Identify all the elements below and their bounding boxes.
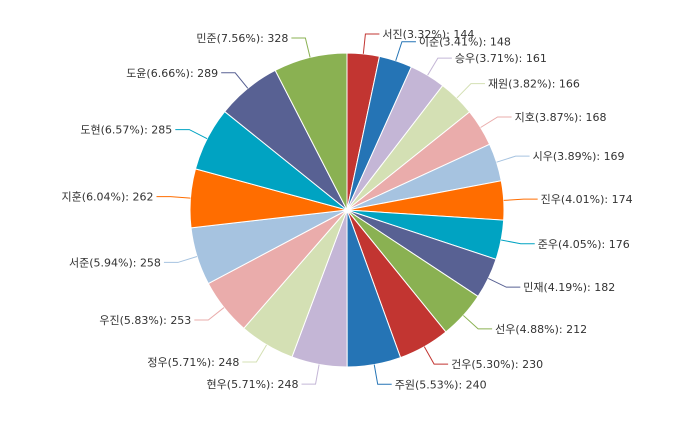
slice-20-leader-line: [291, 37, 311, 58]
slice-12-label: 주원(5.53%): 240: [395, 378, 487, 391]
slice-2-leader-line: [395, 41, 416, 61]
slice-16-leader-line: [163, 256, 198, 263]
slice-10-leader-line: [462, 315, 493, 330]
slice-12-leader-line: [373, 364, 392, 385]
slice-18-label: 도현(6.57%): 285: [80, 124, 172, 137]
slice-19-label: 도윤(6.66%): 289: [126, 67, 218, 80]
slice-8-leader-line: [501, 239, 535, 245]
slice-17-leader-line: [156, 196, 191, 199]
slice-1-leader-line: [362, 33, 380, 54]
slice-7-label: 진우(4.01%): 174: [541, 193, 633, 206]
slice-1-label: 서진(3.32%): 144: [382, 28, 474, 41]
slice-5-leader-line: [480, 116, 512, 128]
slice-3-leader-line: [427, 57, 452, 76]
slice-14-label: 정우(5.71%): 248: [147, 356, 239, 369]
slice-7-leader-line: [503, 198, 538, 201]
slice-15-leader-line: [194, 307, 225, 321]
slice-11-leader-line: [423, 346, 449, 365]
slice-18-leader-line: [175, 129, 208, 140]
slice-2-label: 이준(3.41%): 148: [419, 36, 511, 49]
slices-layer: [189, 52, 505, 368]
slice-4-label: 재원(3.82%): 166: [488, 78, 580, 91]
slice-10-label: 선우(4.88%): 212: [495, 323, 587, 336]
slice-6-leader-line: [496, 155, 530, 163]
slice-17-label: 지훈(6.04%): 262: [62, 191, 154, 204]
slice-20[interactable]: [274, 52, 348, 211]
slice-20-label: 민준(7.56%): 328: [196, 32, 288, 45]
slice-11-label: 건우(5.30%): 230: [451, 358, 543, 371]
slice-6-label: 시우(3.89%): 169: [533, 150, 625, 163]
slice-9-leader-line: [488, 278, 521, 288]
slice-19-leader-line: [221, 72, 249, 89]
leader-lines-layer: [156, 33, 538, 385]
slice-16-label: 서준(5.94%): 258: [69, 256, 161, 269]
slice-4-leader-line: [456, 83, 485, 99]
slice-15-label: 우진(5.83%): 253: [99, 314, 191, 327]
slice-13-label: 현우(5.71%): 248: [207, 378, 299, 391]
slice-3-label: 승우(3.71%): 161: [455, 52, 547, 65]
slice-5-label: 지호(3.87%): 168: [515, 111, 607, 124]
slice-13-leader-line: [301, 364, 320, 385]
slice-8-label: 준우(4.05%): 176: [538, 238, 630, 251]
slice-14-leader-line: [242, 344, 268, 363]
slice-9-label: 민재(4.19%): 182: [523, 281, 615, 294]
